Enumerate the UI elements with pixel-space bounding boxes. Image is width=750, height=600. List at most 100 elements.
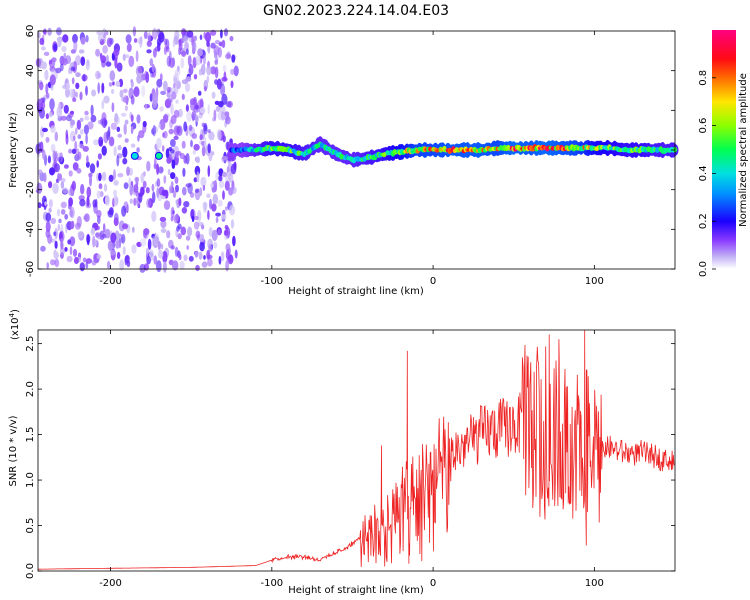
spectrogram-noise-blob xyxy=(156,78,163,88)
spectrogram-noise-blob xyxy=(224,180,230,191)
spectrogram-noise-blob xyxy=(207,210,210,220)
spectrogram-noise-blob xyxy=(174,69,181,76)
spectrogram-noise-blob xyxy=(215,216,219,223)
spectrogram-noise-blob xyxy=(130,125,134,135)
spectrogram-noise-blob xyxy=(115,81,121,87)
spectrogram-noise-blob xyxy=(71,148,77,154)
spectrogram-noise-blob xyxy=(186,245,189,250)
spectrogram-noise-blob xyxy=(188,255,194,262)
spectrogram-noise-blob xyxy=(122,146,128,158)
spectrogram-noise-blob xyxy=(106,260,111,270)
spectrogram-noise-blob xyxy=(195,156,201,164)
spectrogram-noise-blob xyxy=(173,125,180,136)
spectrogram-noise-blob xyxy=(84,110,89,116)
spectrogram-noise-blob xyxy=(229,204,236,216)
spectrogram-noise-blob xyxy=(109,70,116,82)
spectrogram-noise-blob xyxy=(194,251,199,258)
spectrogram-noise-blob xyxy=(147,238,152,250)
spectrogram-noise-blob xyxy=(94,239,98,247)
colorbar-tick-label: 0.2 xyxy=(698,213,709,229)
spectrogram-noise-blob xyxy=(80,56,86,66)
spectrogram-noise-blob xyxy=(54,67,62,74)
spectrogram-noise-blob xyxy=(186,30,194,38)
spectrogram-noise-blob xyxy=(61,57,68,66)
spectrogram-noise-blob xyxy=(50,69,57,75)
spectrogram-noise-blob xyxy=(214,66,219,79)
spectrogram-noise-blob xyxy=(50,84,54,91)
spectrogram-noise-blob xyxy=(170,172,176,180)
spectrogram-noise-blob xyxy=(160,166,164,172)
spectrogram-noise-blob xyxy=(54,150,58,160)
spectrogram-noise-blob xyxy=(76,119,82,130)
spectrogram-signal-ridge xyxy=(130,136,679,168)
spectrogram-noise-blob xyxy=(113,169,116,181)
spectrogram-noise-blob xyxy=(95,48,101,57)
spectrogram-noise-blob xyxy=(173,135,179,140)
colorbar-label: Normalized spectral amplitude xyxy=(738,73,749,227)
spectrogram-noise-blob xyxy=(54,131,58,142)
spectrogram-noise-blob xyxy=(113,115,120,125)
spectrogram-noise-blob xyxy=(142,120,147,128)
spectrogram-noise-blob xyxy=(206,193,211,198)
spectrogram-noise-blob xyxy=(101,145,107,156)
spectrogram-noise-blob xyxy=(146,198,152,208)
spectrogram-noise-blob xyxy=(186,110,192,122)
spectrogram-noise-blob xyxy=(79,91,83,101)
spectrogram-noise-blob xyxy=(124,54,130,59)
spectrogram-noise-blob xyxy=(76,168,82,174)
spectrogram-noise-blob xyxy=(122,158,128,165)
spectrogram-noise-blob xyxy=(191,215,195,223)
spectrogram-noise-blob xyxy=(231,54,236,63)
spectrogram-noise-blob xyxy=(218,175,223,182)
spectrogram-noise-blob xyxy=(204,31,212,43)
spectrogram-noise-blob xyxy=(45,83,49,95)
spectrogram-noise-blob xyxy=(207,165,211,178)
spectrogram-noise-blob xyxy=(53,251,59,260)
snr-y-multiplier: (x104) xyxy=(8,309,21,340)
spectrogram-noise-blob xyxy=(177,223,182,230)
spectrogram-noise-blob xyxy=(64,247,68,252)
spectrogram-noise-blob xyxy=(143,31,148,39)
spectrogram-noise-region xyxy=(35,26,239,273)
spectrogram-noise-blob xyxy=(233,161,237,170)
spectrogram-noise-blob xyxy=(183,35,188,44)
spectrogram-noise-blob xyxy=(48,181,53,189)
spectrogram-noise-blob xyxy=(139,38,143,48)
spectrogram-noise-blob xyxy=(122,88,128,94)
spectrogram-noise-blob xyxy=(232,235,236,247)
spectrogram-noise-blob xyxy=(71,77,75,85)
spectrogram-noise-blob xyxy=(178,253,182,261)
spectrogram-noise-blob xyxy=(69,246,73,256)
spectrogram-noise-blob xyxy=(153,157,157,169)
spectrogram-noise-blob xyxy=(192,149,197,155)
spectrogram-noise-blob xyxy=(51,57,57,63)
spectrogram-noise-blob xyxy=(146,160,151,172)
spectrogram-noise-blob xyxy=(95,232,100,238)
spectrogram-noise-blob xyxy=(54,258,60,268)
spectrogram-noise-blob xyxy=(60,241,64,250)
spectrogram-noise-blob xyxy=(163,175,167,184)
spectrogram-noise-blob xyxy=(124,254,130,264)
spectrogram-noise-blob xyxy=(195,230,201,239)
spectrogram-noise-blob xyxy=(37,202,42,209)
spectrogram-noise-blob xyxy=(69,209,74,218)
spectrogram-noise-blob xyxy=(208,131,215,141)
spectrogram-noise-blob xyxy=(207,104,210,115)
spectrogram-noise-blob xyxy=(175,184,179,193)
spectrogram-noise-blob xyxy=(170,245,175,250)
spectrogram-x-axis-label: Height of straight line (km) xyxy=(288,286,424,297)
spectrogram-noise-blob xyxy=(215,105,221,112)
spectrogram-noise-blob xyxy=(42,97,46,103)
spectrogram-noise-blob xyxy=(47,27,52,36)
spectrogram-noise-blob xyxy=(161,189,168,197)
spectrogram-noise-blob xyxy=(129,198,133,204)
spectrogram-noise-blob xyxy=(103,119,108,126)
spectrogram-noise-blob xyxy=(113,189,118,197)
spectrogram-noise-blob xyxy=(190,139,193,148)
spectrogram-noise-blob xyxy=(170,206,175,219)
spectrogram-noise-blob xyxy=(67,239,72,245)
spectrogram-noise-blob xyxy=(86,195,90,207)
spectrogram-noise-blob xyxy=(144,103,147,110)
spectrogram-noise-blob xyxy=(68,197,73,207)
spectrogram-noise-blob xyxy=(221,214,227,220)
